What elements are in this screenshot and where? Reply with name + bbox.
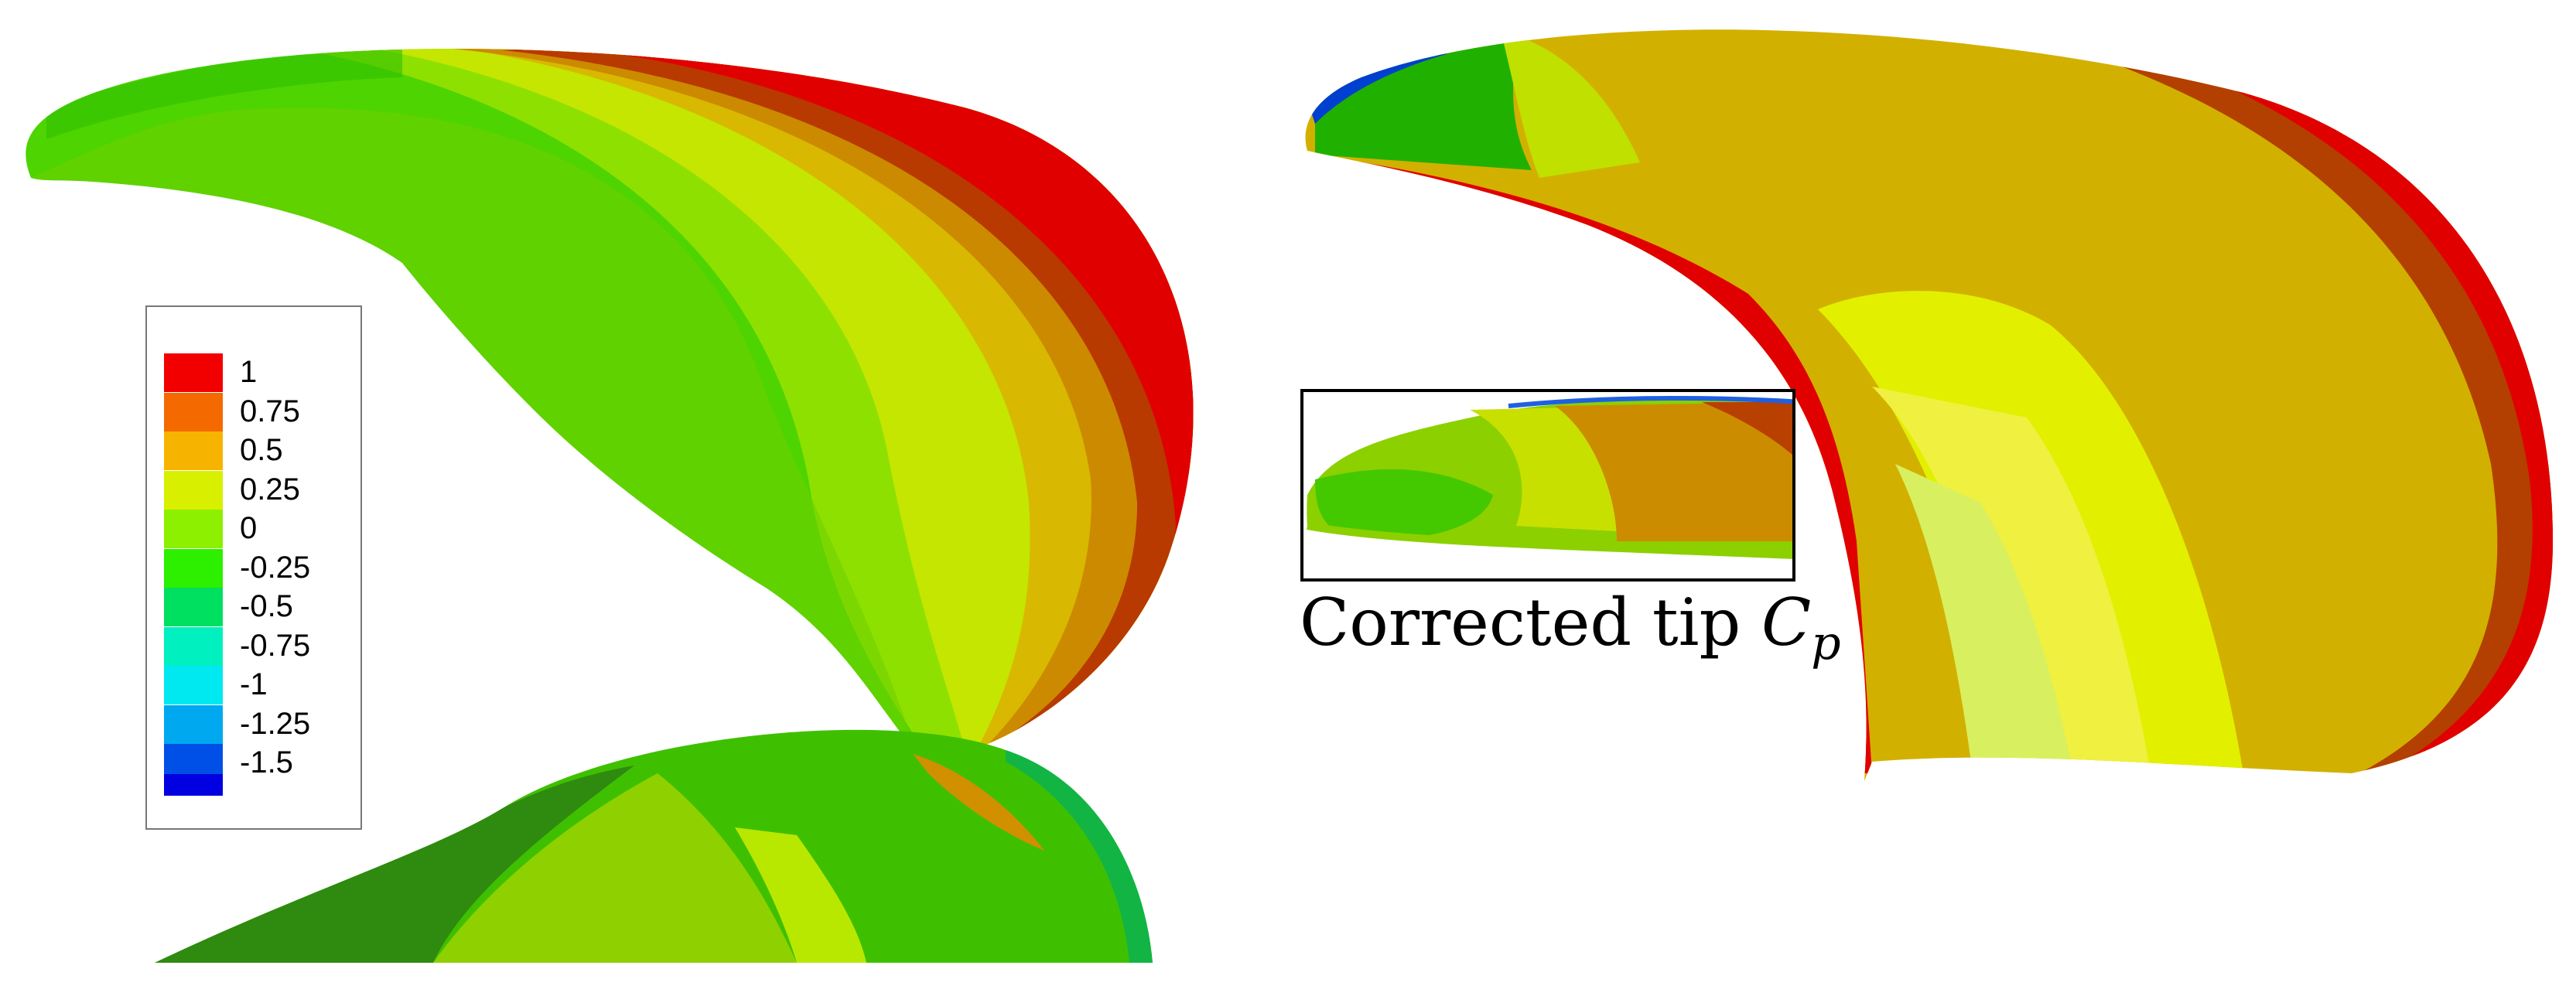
legend-label: -0.25: [240, 550, 311, 585]
legend-swatch: [164, 588, 223, 626]
legend-label: -0.75: [240, 628, 311, 663]
legend-label: 1: [240, 355, 258, 389]
legend-label: 0.5: [240, 433, 283, 467]
legend-label: -1.25: [240, 706, 311, 741]
caption-text: Corrected tip: [1300, 585, 1761, 660]
corrected-tip-inset: [1300, 389, 1795, 582]
legend-label: -1.5: [240, 745, 293, 779]
legend-swatch-bottom: [164, 773, 223, 796]
color-legend: 1 0.75 0.5 0.25 0 -0.25 -0.5 -0.75 -1 -1.25 -1.5: [145, 305, 362, 830]
legend-swatch: [164, 353, 223, 392]
legend-label: -1: [240, 667, 268, 701]
legend-swatch: [164, 431, 223, 470]
inset-frame: [1300, 389, 1795, 582]
legend-swatch: [164, 548, 223, 588]
legend-swatch: [164, 626, 223, 666]
legend-label: 0.75: [240, 394, 300, 428]
caption-subscript: p: [1811, 616, 1841, 670]
legend-swatch: [164, 510, 223, 548]
legend-swatch: [164, 470, 223, 510]
legend-swatch: [164, 666, 223, 704]
inset-caption: Corrected tip Cp: [1300, 584, 1841, 670]
legend-swatch: [164, 392, 223, 431]
hub-surface: [155, 729, 1153, 963]
caption-symbol: C: [1761, 585, 1812, 660]
legend-swatch: [164, 704, 223, 744]
legend-label: 0: [240, 511, 258, 545]
legend-label: -0.5: [240, 589, 293, 623]
legend-label: 0.25: [240, 472, 300, 507]
